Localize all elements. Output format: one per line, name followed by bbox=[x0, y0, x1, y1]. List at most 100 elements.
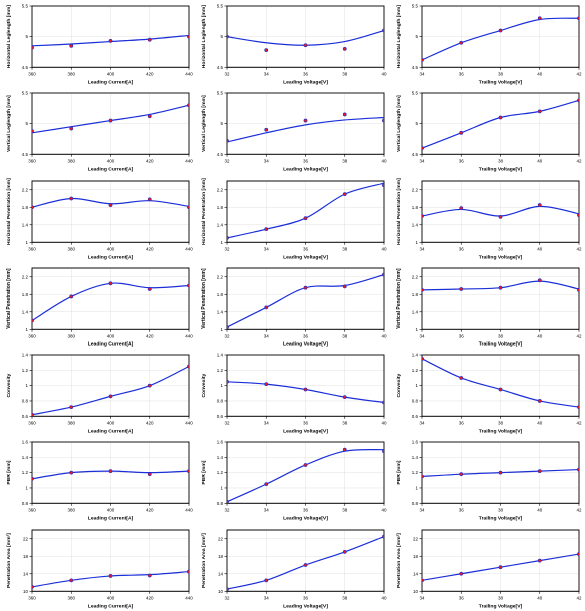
svg-text:40: 40 bbox=[381, 71, 386, 76]
svg-text:380: 380 bbox=[68, 159, 76, 164]
data-marker bbox=[187, 470, 190, 473]
svg-text:360: 360 bbox=[28, 595, 36, 600]
data-marker bbox=[460, 377, 463, 380]
svg-text:Leading Voltage[V]: Leading Voltage[V] bbox=[283, 341, 328, 347]
svg-text:1: 1 bbox=[220, 327, 223, 332]
svg-text:0.6: 0.6 bbox=[412, 414, 419, 419]
svg-text:Leading Current[A]: Leading Current[A] bbox=[88, 167, 134, 173]
data-marker bbox=[148, 473, 151, 476]
svg-text:Trailing Voltage[V]: Trailing Voltage[V] bbox=[479, 79, 523, 85]
data-marker bbox=[577, 406, 580, 409]
data-marker bbox=[70, 578, 73, 581]
svg-text:32: 32 bbox=[224, 333, 230, 338]
data-marker bbox=[538, 279, 541, 282]
chart-panel-r4-c2: 34363840420.60.811.21.4Trailing Voltage[… bbox=[390, 349, 585, 436]
svg-text:38: 38 bbox=[498, 159, 503, 164]
svg-text:Trailing Voltage[V]: Trailing Voltage[V] bbox=[479, 341, 523, 347]
data-marker bbox=[148, 574, 151, 577]
svg-text:1.4: 1.4 bbox=[22, 455, 29, 460]
svg-text:40: 40 bbox=[381, 333, 387, 338]
svg-text:38: 38 bbox=[498, 420, 503, 425]
svg-text:38: 38 bbox=[342, 159, 347, 164]
data-marker bbox=[577, 288, 580, 291]
data-marker bbox=[304, 119, 307, 122]
data-marker bbox=[499, 29, 502, 32]
data-marker bbox=[577, 468, 580, 471]
svg-text:0.8: 0.8 bbox=[412, 501, 419, 506]
svg-text:380: 380 bbox=[68, 595, 76, 600]
svg-text:5.5: 5.5 bbox=[22, 91, 29, 96]
svg-text:1.4: 1.4 bbox=[412, 309, 419, 314]
data-marker bbox=[265, 49, 268, 52]
svg-text:42: 42 bbox=[576, 333, 582, 338]
svg-text:440: 440 bbox=[185, 159, 193, 164]
data-marker bbox=[187, 35, 190, 38]
data-marker bbox=[187, 570, 190, 573]
svg-text:Trailing Voltage[V]: Trailing Voltage[V] bbox=[479, 167, 523, 173]
svg-text:38: 38 bbox=[498, 508, 503, 513]
svg-text:420: 420 bbox=[146, 508, 154, 513]
svg-text:5: 5 bbox=[416, 121, 419, 126]
chart-panel-r5-c2: 34363840420.811.21.41.6Trailing Voltage[… bbox=[390, 436, 585, 523]
svg-text:Leading Current[A]: Leading Current[A] bbox=[88, 428, 134, 434]
svg-text:Penetration Area [mm²]: Penetration Area [mm²] bbox=[201, 533, 207, 588]
svg-text:2.2: 2.2 bbox=[22, 187, 29, 192]
data-marker bbox=[109, 395, 112, 398]
data-marker bbox=[148, 197, 151, 200]
data-marker bbox=[538, 559, 541, 562]
svg-text:1.2: 1.2 bbox=[22, 368, 29, 373]
svg-text:2.2: 2.2 bbox=[412, 187, 419, 192]
svg-text:Leading Current[A]: Leading Current[A] bbox=[88, 603, 134, 609]
data-marker bbox=[265, 578, 268, 581]
data-marker bbox=[265, 383, 268, 386]
svg-text:1.6: 1.6 bbox=[412, 440, 419, 445]
data-marker bbox=[109, 203, 112, 206]
svg-text:360: 360 bbox=[28, 420, 36, 425]
svg-text:40: 40 bbox=[537, 508, 542, 513]
svg-text:1.4: 1.4 bbox=[217, 222, 224, 227]
svg-text:42: 42 bbox=[576, 420, 581, 425]
svg-text:1.8: 1.8 bbox=[412, 292, 419, 297]
data-marker bbox=[499, 565, 502, 568]
svg-text:0.8: 0.8 bbox=[22, 501, 29, 506]
svg-text:1.8: 1.8 bbox=[412, 204, 419, 209]
svg-text:0.6: 0.6 bbox=[217, 414, 224, 419]
data-marker bbox=[382, 273, 385, 276]
data-marker bbox=[265, 128, 268, 131]
data-marker bbox=[30, 413, 33, 416]
data-marker bbox=[460, 473, 463, 476]
data-marker bbox=[577, 17, 580, 20]
chart-panel-r4-c0: 3603804004204400.60.811.21.4Leading Curr… bbox=[0, 349, 195, 436]
svg-text:Leading Voltage[V]: Leading Voltage[V] bbox=[283, 79, 328, 85]
svg-text:360: 360 bbox=[28, 333, 36, 338]
svg-text:36: 36 bbox=[303, 159, 308, 164]
svg-text:38: 38 bbox=[498, 595, 503, 600]
svg-text:0.8: 0.8 bbox=[22, 399, 29, 404]
data-marker bbox=[538, 203, 541, 206]
svg-text:40: 40 bbox=[381, 508, 386, 513]
chart-panel-r0-c2: 34363840424.555.5Trailing Voltage[V]Hori… bbox=[390, 0, 585, 87]
data-marker bbox=[499, 286, 502, 289]
svg-text:Leading Voltage[V]: Leading Voltage[V] bbox=[283, 254, 328, 260]
svg-text:38: 38 bbox=[498, 333, 504, 338]
svg-text:1.4: 1.4 bbox=[22, 222, 29, 227]
chart-panel-r2-c0: 36038040042044011.41.82.2Leading Current… bbox=[0, 175, 195, 262]
data-marker bbox=[304, 44, 307, 47]
svg-text:14: 14 bbox=[218, 571, 223, 576]
svg-text:PBR [mm]: PBR [mm] bbox=[201, 461, 207, 485]
svg-text:40: 40 bbox=[537, 71, 542, 76]
svg-text:5: 5 bbox=[221, 121, 224, 126]
svg-text:14: 14 bbox=[23, 571, 28, 576]
svg-text:1.4: 1.4 bbox=[412, 222, 419, 227]
svg-text:40: 40 bbox=[381, 159, 386, 164]
svg-text:42: 42 bbox=[576, 508, 581, 513]
chart-panel-r2-c1: 323436384011.41.82.2Leading Voltage[V]Ho… bbox=[195, 175, 390, 262]
data-marker bbox=[577, 213, 580, 216]
svg-text:1: 1 bbox=[26, 383, 29, 388]
data-marker bbox=[420, 147, 423, 150]
data-marker bbox=[148, 384, 151, 387]
svg-text:32: 32 bbox=[225, 71, 230, 76]
svg-text:1: 1 bbox=[221, 239, 224, 244]
data-marker bbox=[343, 448, 346, 451]
data-marker bbox=[225, 501, 228, 504]
